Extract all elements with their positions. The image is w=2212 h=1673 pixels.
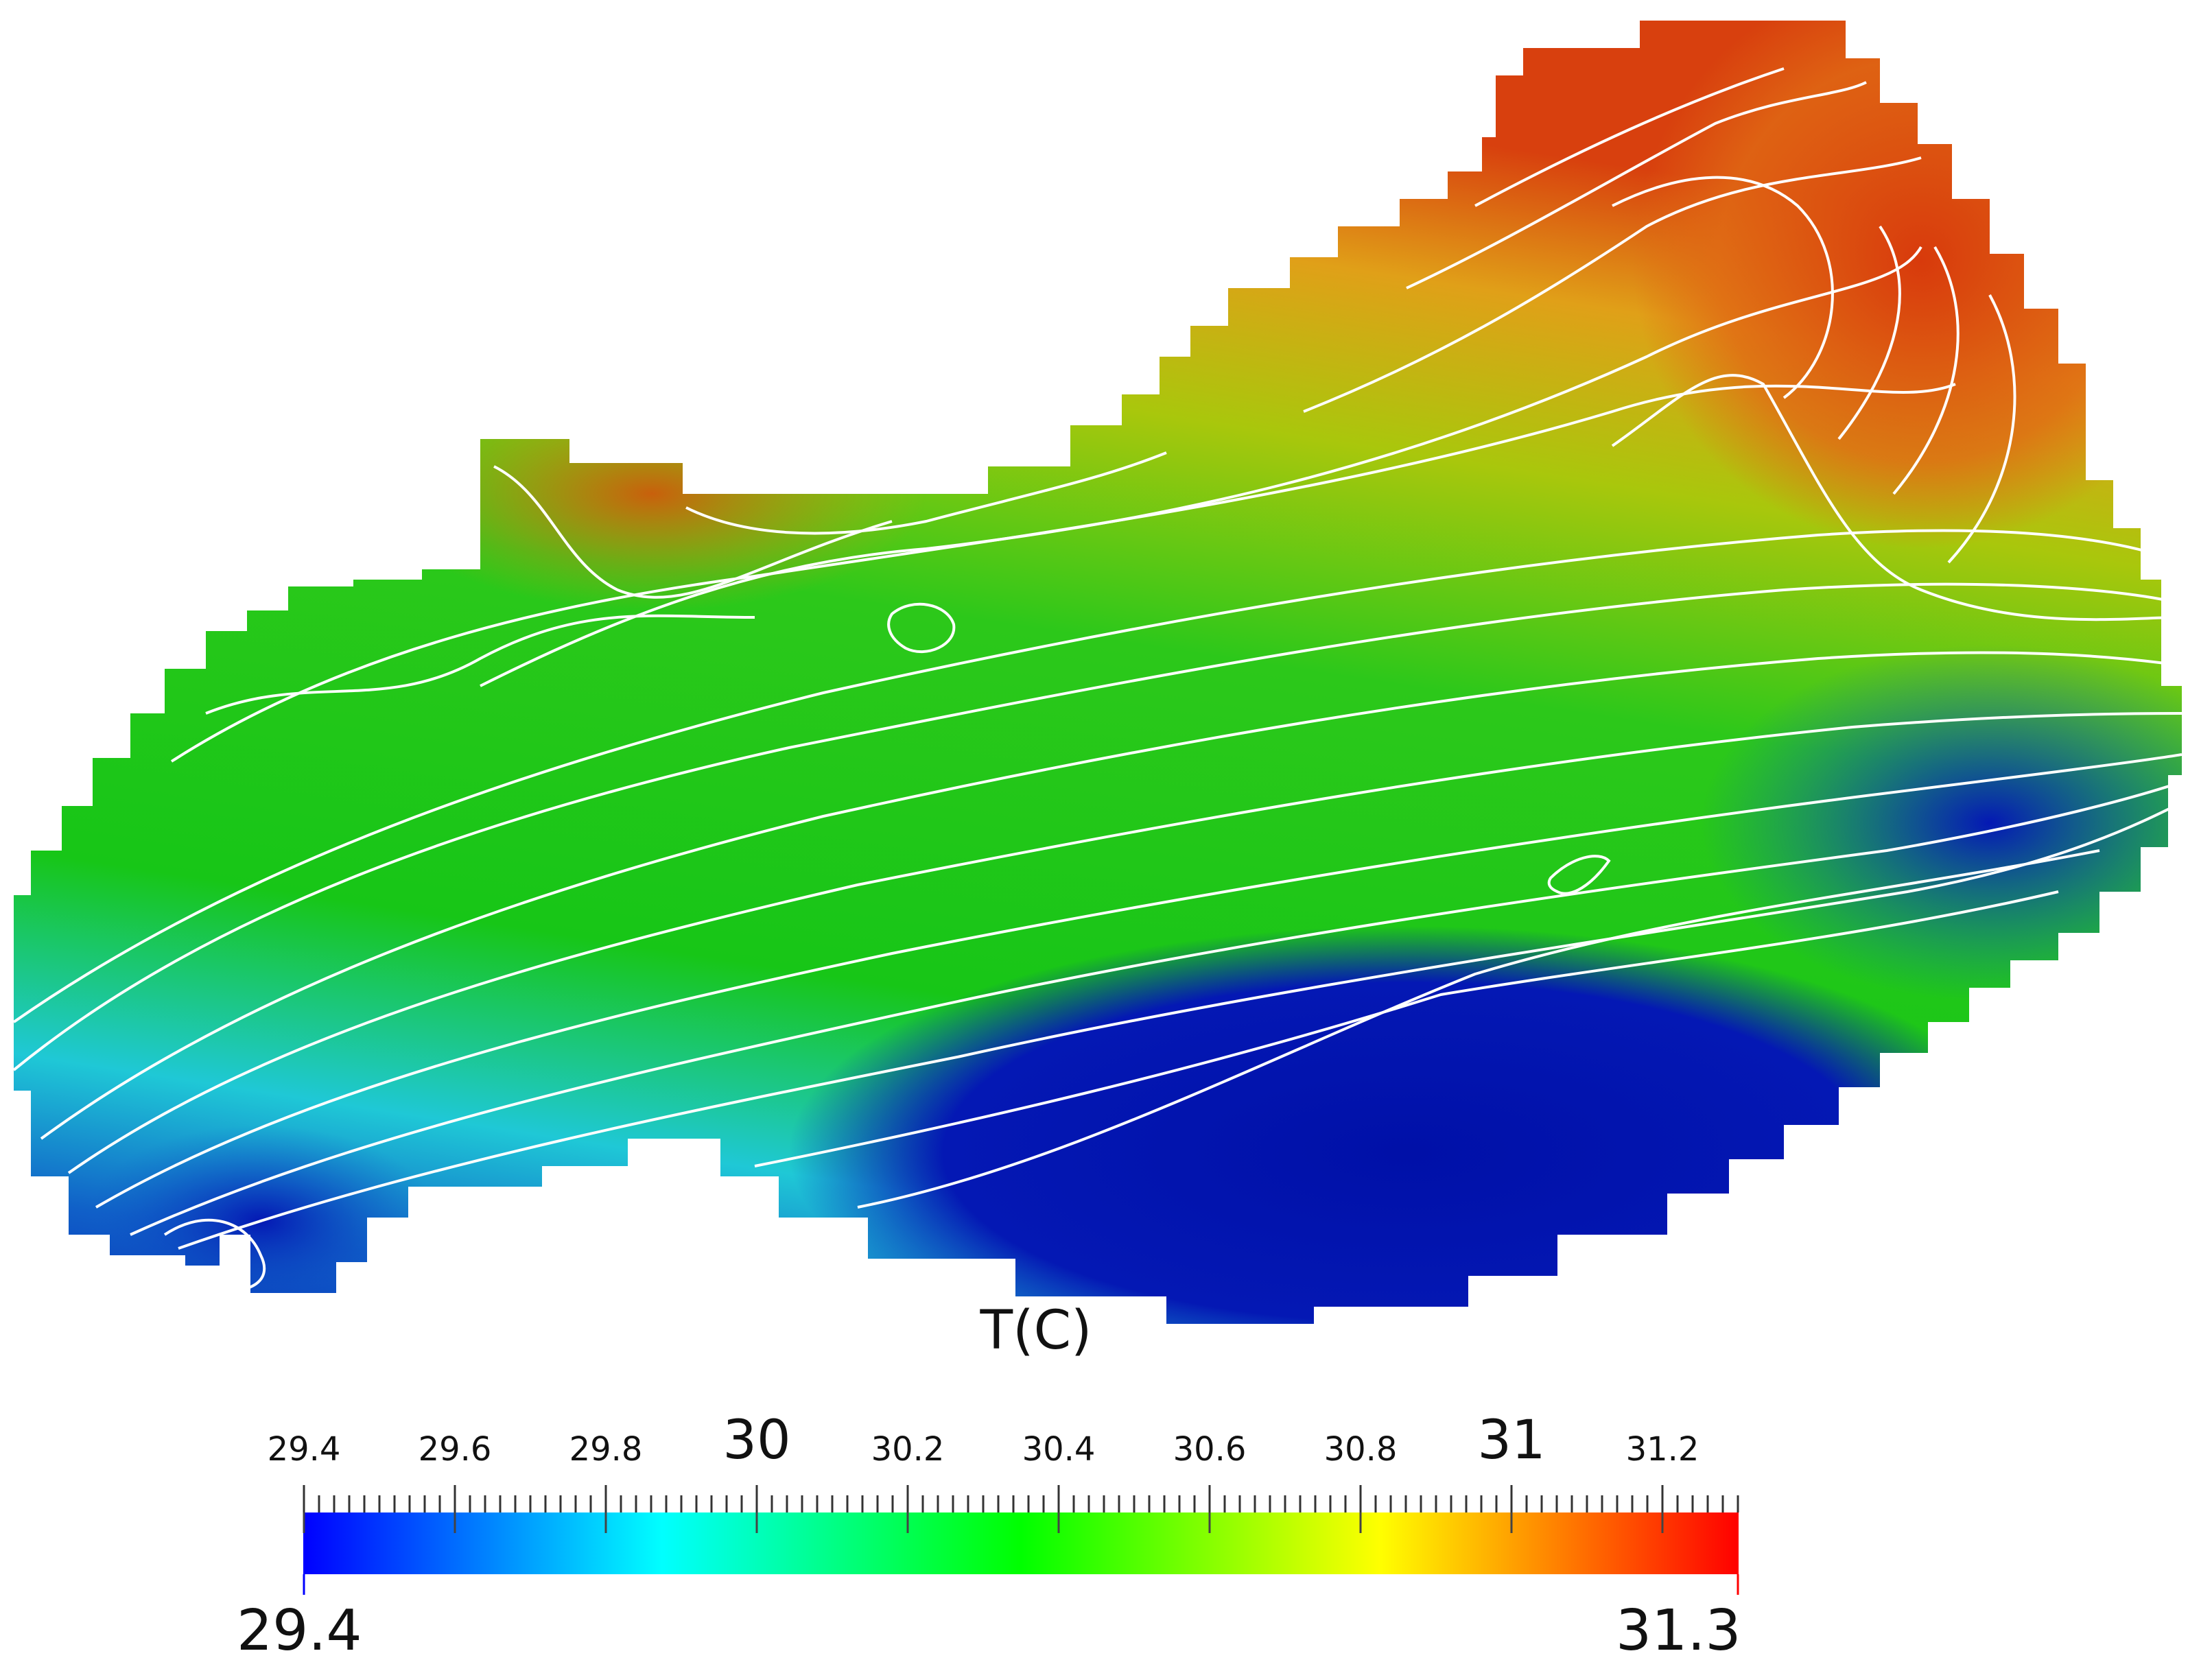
- colorbar-tick-label: 31.2: [1625, 1430, 1699, 1469]
- colorbar-tick-label: 31: [1477, 1410, 1546, 1471]
- colorbar-tick-label: 30.4: [1022, 1430, 1096, 1469]
- colorbar-tick-label: 30.2: [871, 1430, 945, 1469]
- contour-lines: [14, 67, 2182, 1293]
- colorbar-tick-label: 30.8: [1323, 1430, 1398, 1469]
- colorbar-tick-label: 29.4: [267, 1430, 341, 1469]
- colorbar-title: T(C): [980, 1300, 1092, 1362]
- colorbar-tick-label: 30.6: [1173, 1430, 1247, 1469]
- colorbar-min-label: 29.4: [237, 1598, 362, 1663]
- colorbar-tick-label: 29.6: [418, 1430, 492, 1469]
- temperature-field: [14, 21, 2182, 1324]
- colorbar-tick-label: 29.8: [569, 1430, 643, 1469]
- colorbar-max-label: 31.3: [1616, 1598, 1741, 1663]
- colorbar-tick-label: 30: [722, 1410, 791, 1471]
